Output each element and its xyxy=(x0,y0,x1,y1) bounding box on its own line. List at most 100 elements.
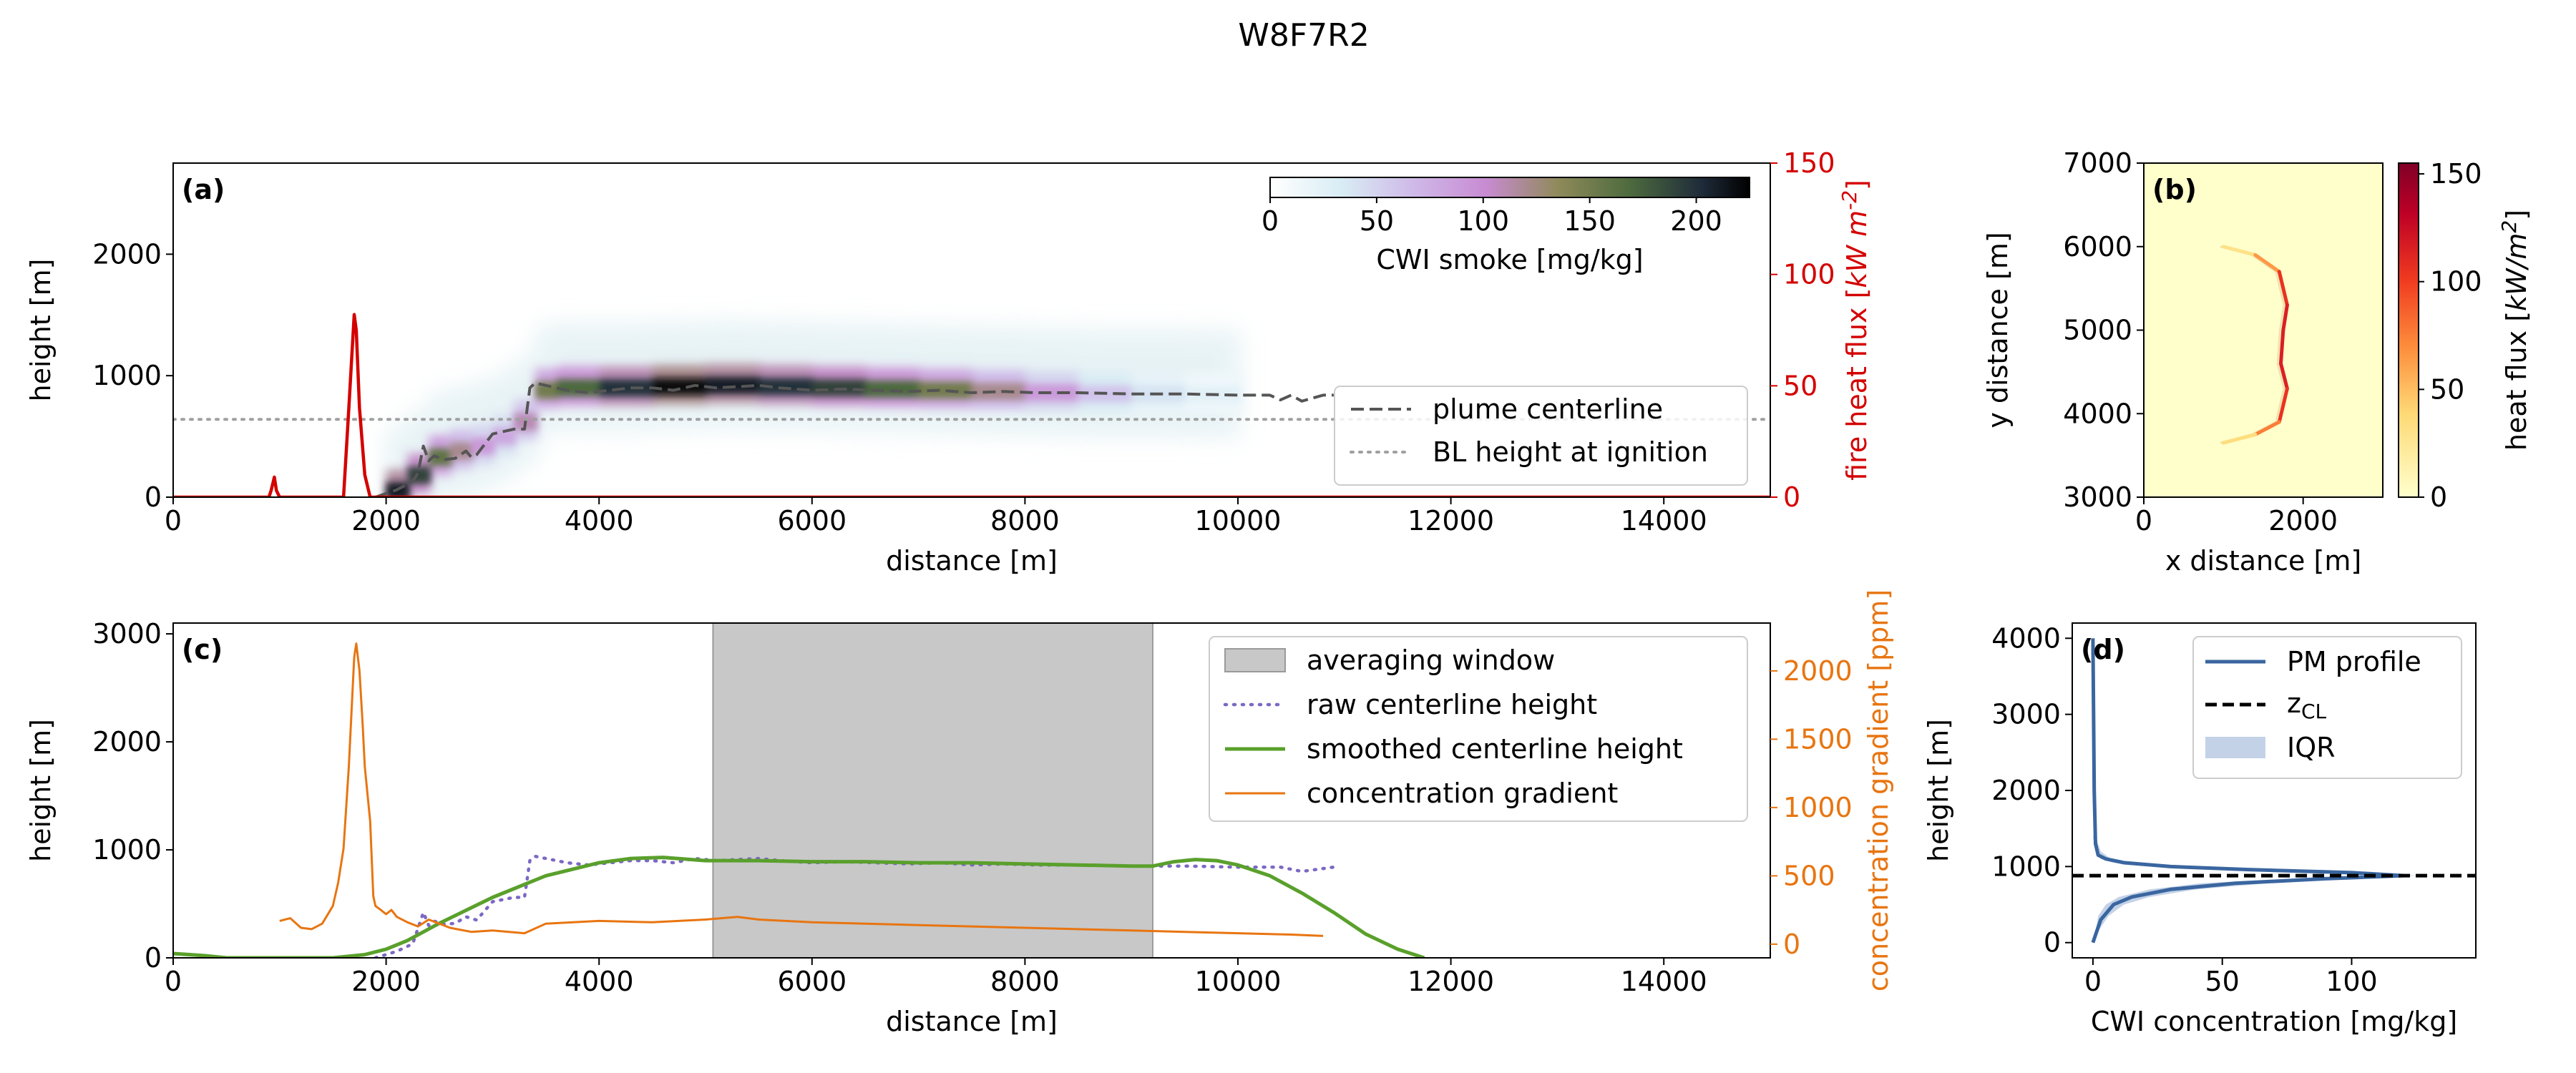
x-tick-label: 12000 xyxy=(1407,966,1494,997)
colorbar-label: CWI smoke [mg/kg] xyxy=(1376,244,1643,275)
x-axis-label: distance [m] xyxy=(886,1006,1058,1037)
x-tick-label: 50 xyxy=(2205,966,2240,997)
panel-b: 0 2000 3000 4000 5000 6000 7000 x distance [m] y… xyxy=(1982,147,2532,577)
colorbar-tick-label: 100 xyxy=(1458,205,1510,237)
legend-d: PM profile zCL IQR xyxy=(2192,636,2462,779)
panel-letter: (c) xyxy=(182,634,223,665)
y-tick-label: 7000 xyxy=(2063,147,2132,179)
y-tick-label: 0 xyxy=(145,481,162,513)
y-tick-label: 2000 xyxy=(1991,775,2061,806)
x-tick-label: 6000 xyxy=(777,966,847,997)
fire-front-segment xyxy=(2278,328,2285,366)
y-axis-label: height [m] xyxy=(1923,719,1954,862)
x-tick-label: 2000 xyxy=(351,966,421,997)
panel-c: 0 2000 4000 6000 8000 10000 12000 1400001000200… xyxy=(25,589,1894,1037)
figure-title: W8F7R2 xyxy=(1238,17,1369,54)
averaging-window xyxy=(712,623,1153,958)
colorbar-tick-label: 0 xyxy=(2430,481,2447,513)
legend-label: averaging window xyxy=(1307,645,1555,676)
x-axis-label: distance [m] xyxy=(886,545,1058,577)
y-tick-label: 2000 xyxy=(92,238,162,270)
y2-tick-label: 500 xyxy=(1783,860,1835,891)
colorbar-tick-label: 100 xyxy=(2430,266,2482,298)
y-tick-label: 5000 xyxy=(2063,315,2132,346)
y2-tick-label: 100 xyxy=(1783,259,1835,290)
fire-front-segment xyxy=(2253,253,2281,274)
x-tick-label: 0 xyxy=(2135,505,2152,536)
colorbar-label: heat flux [kW/m2] xyxy=(2497,210,2532,451)
legend-swatch-window xyxy=(1224,648,1286,672)
x-tick-label: 100 xyxy=(2326,966,2378,997)
fire-front-segment xyxy=(2221,245,2258,257)
x-tick-label: 2000 xyxy=(351,505,421,536)
y2-tick-label: 0 xyxy=(1783,929,1800,960)
y2-tick-label: 1000 xyxy=(1783,792,1853,823)
legend-label: PM profile xyxy=(2287,646,2421,677)
plot-area-a xyxy=(173,313,1770,497)
x-tick-label: 10000 xyxy=(1195,505,1282,536)
y-axis-label: y distance [m] xyxy=(1982,232,2014,428)
smoke-core-cell xyxy=(652,378,708,396)
x-tick-label: 8000 xyxy=(990,966,1060,997)
x-tick-label: 14000 xyxy=(1621,505,1707,536)
smoke-core-cell xyxy=(556,379,602,397)
y2-axis-label-concentration: concentration gradient [ppm] xyxy=(1863,589,1894,991)
legend-box xyxy=(1334,386,1748,486)
y-tick-label: 1000 xyxy=(92,834,162,866)
fire-front-segment xyxy=(2278,361,2289,391)
smoke-colorbar xyxy=(1269,177,1750,198)
fire-front-segment xyxy=(2277,386,2289,424)
x-tick-label: 2000 xyxy=(2268,505,2338,536)
y2-tick-label: 150 xyxy=(1783,147,1835,179)
plot-area-c xyxy=(173,623,1425,958)
x-axis-label: CWI concentration [mg/kg] xyxy=(2091,1006,2457,1037)
colorbar-tick-label: 200 xyxy=(1670,205,1722,237)
heat-background xyxy=(2144,163,2383,497)
legend-c: averaging window raw centerline height smo… xyxy=(1209,636,1748,822)
iqr-band xyxy=(2092,836,2416,943)
x-tick-label: 8000 xyxy=(990,505,1060,536)
legend-box xyxy=(1209,636,1748,822)
panel-letter: (a) xyxy=(182,174,225,205)
y-tick-label: 4000 xyxy=(1991,622,2061,654)
series-plume-centerline xyxy=(375,381,1334,497)
colorbar-tick-label: 50 xyxy=(1360,205,1394,237)
y2-tick-label: 2000 xyxy=(1783,655,1853,687)
series-concentration-gradient xyxy=(279,642,1324,937)
y2-tick-label: 0 xyxy=(1783,481,1800,513)
y-tick-label: 6000 xyxy=(2063,231,2132,263)
series-smoothed-centerline-height xyxy=(173,856,1425,958)
legend-label: IQR xyxy=(2287,732,2336,763)
smoke-core-cell xyxy=(599,379,655,397)
x-tick-label: 12000 xyxy=(1407,505,1494,536)
y-tick-label: 0 xyxy=(2044,927,2061,959)
legend-label: plume centerline xyxy=(1433,393,1663,425)
y-tick-label: 3000 xyxy=(92,618,162,650)
colorbar-tick-label: 150 xyxy=(1563,205,1616,237)
y-tick-label: 3000 xyxy=(1991,699,2061,730)
y-axis-label: height [m] xyxy=(25,259,57,402)
fire-front-segment xyxy=(2221,432,2258,445)
x-axis-label: x distance [m] xyxy=(2165,545,2361,577)
legend-swatch-iqr xyxy=(2205,737,2265,758)
y-tick-label: 2000 xyxy=(92,726,162,758)
smoke-core-cell xyxy=(1025,383,1080,401)
y2-tick-label: 50 xyxy=(1783,370,1818,401)
y-tick-label: 4000 xyxy=(2063,398,2132,429)
y-tick-label: 0 xyxy=(145,942,162,974)
smoke-core-cell xyxy=(972,383,1028,401)
y2-tick-label: 1500 xyxy=(1783,723,1853,755)
y-tick-label: 1000 xyxy=(92,360,162,391)
plot-area-d xyxy=(2072,638,2476,944)
x-tick-label: 0 xyxy=(2084,966,2102,997)
y-axis-label: height [m] xyxy=(25,719,57,862)
panel-letter: (d) xyxy=(2081,634,2125,665)
x-tick-label: 6000 xyxy=(777,505,847,536)
panel-a: 0 2000 4000 6000 8000 10000 12000 1400001000200… xyxy=(25,147,1873,577)
x-tick-label: 4000 xyxy=(565,505,634,536)
y2-axis-label-heat-flux: fire heat flux [kW m-2] xyxy=(1838,180,1873,481)
panel-letter: (b) xyxy=(2152,174,2197,205)
x-tick-label: 0 xyxy=(165,505,182,536)
